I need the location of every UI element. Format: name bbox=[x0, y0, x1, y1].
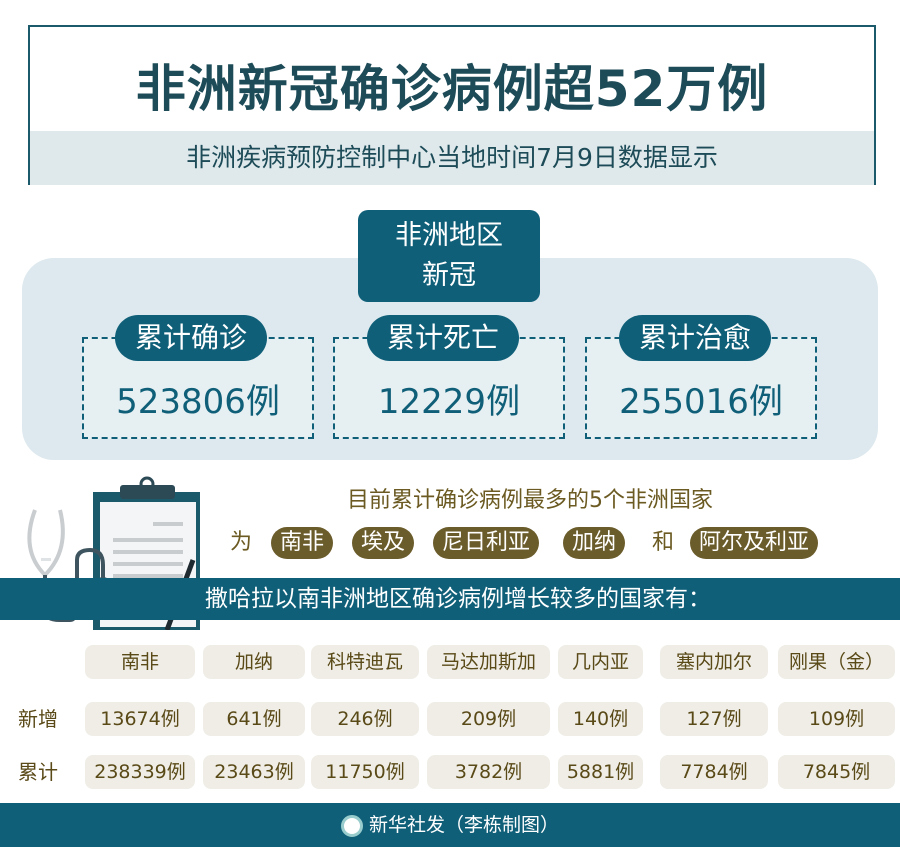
footer: 新华社发（李栋制图） bbox=[0, 803, 900, 847]
page-title: 非洲新冠确诊病例超52万例 bbox=[135, 60, 769, 118]
column-header: 塞内加尔 bbox=[660, 645, 768, 679]
table-cell: 209例 bbox=[427, 702, 550, 736]
page-subtitle: 非洲疾病预防控制中心当地时间7月9日数据显示 bbox=[30, 131, 874, 185]
top5-intro: 目前累计确诊病例最多的5个非洲国家 bbox=[347, 488, 713, 513]
region-box: 非洲地区 新冠 bbox=[358, 210, 540, 302]
column-header: 马达加斯加 bbox=[427, 645, 550, 679]
table-cell: 238339例 bbox=[85, 755, 195, 789]
region-line1: 非洲地区 bbox=[395, 220, 503, 251]
country-chip: 南非 bbox=[271, 527, 334, 559]
country-chip: 加纳 bbox=[563, 527, 626, 559]
stat-label-confirmed: 累计确诊 bbox=[115, 315, 268, 361]
top5-prefix: 为 bbox=[230, 530, 253, 555]
table-cell: 7845例 bbox=[778, 755, 895, 789]
xinhua-logo-icon bbox=[340, 814, 363, 837]
column-header: 科特迪瓦 bbox=[311, 645, 419, 679]
column-header: 几内亚 bbox=[558, 645, 643, 679]
title-box: 非洲新冠确诊病例超52万例 非洲疾病预防控制中心当地时间7月9日数据显示 bbox=[28, 25, 876, 185]
footer-credit: 新华社发（李栋制图） bbox=[368, 814, 559, 836]
top5-conjunction: 和 bbox=[652, 530, 675, 555]
table-cell: 13674例 bbox=[85, 702, 195, 736]
row-label-new: 新增 bbox=[18, 707, 58, 731]
stat-value-confirmed: 523806例 bbox=[116, 382, 280, 422]
table-cell: 3782例 bbox=[427, 755, 550, 789]
country-chip: 尼日利亚 bbox=[433, 527, 540, 559]
column-header: 南非 bbox=[85, 645, 195, 679]
stat-label-deaths: 累计死亡 bbox=[367, 315, 520, 361]
column-header: 加纳 bbox=[203, 645, 305, 679]
region-line2: 新冠 bbox=[422, 260, 476, 291]
table-cell: 7784例 bbox=[660, 755, 768, 789]
table-cell: 5881例 bbox=[558, 755, 643, 789]
table-cell: 246例 bbox=[311, 702, 419, 736]
table-cell: 641例 bbox=[203, 702, 305, 736]
table-cell: 127例 bbox=[660, 702, 768, 736]
table-cell: 109例 bbox=[778, 702, 895, 736]
row-label-total: 累计 bbox=[18, 760, 58, 784]
table-cell: 11750例 bbox=[311, 755, 419, 789]
section-banner: 撒哈拉以南非洲地区确诊病例增长较多的国家有： bbox=[0, 578, 900, 620]
country-chip: 埃及 bbox=[352, 527, 415, 559]
stat-value-deaths: 12229例 bbox=[377, 382, 521, 422]
stat-label-recovered: 累计治愈 bbox=[619, 315, 772, 361]
stat-value-recovered: 255016例 bbox=[619, 382, 783, 422]
table-cell: 23463例 bbox=[203, 755, 305, 789]
column-header: 刚果（金） bbox=[778, 645, 895, 679]
table-cell: 140例 bbox=[558, 702, 643, 736]
country-chip: 阿尔及利亚 bbox=[690, 527, 819, 559]
